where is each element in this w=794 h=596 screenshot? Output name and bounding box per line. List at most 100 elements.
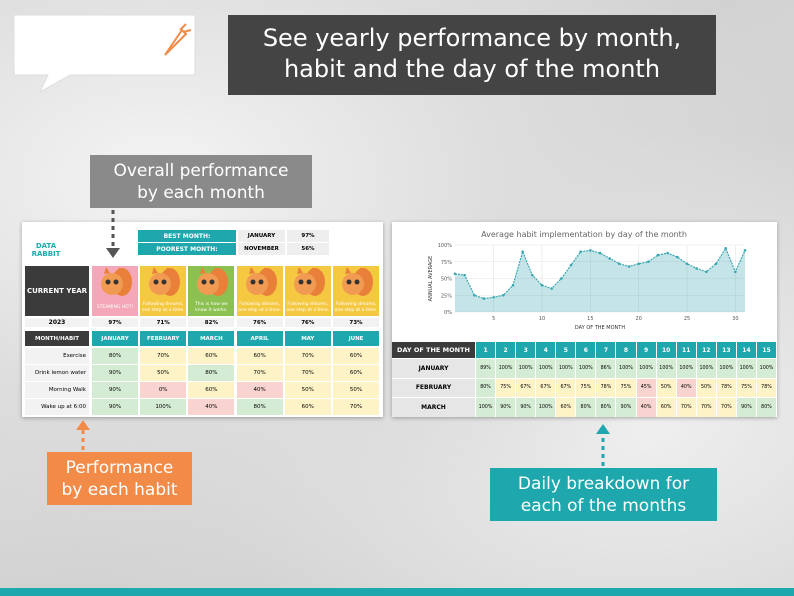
day-header: 10 [656,342,676,358]
day-header: 13 [716,342,736,358]
day-header: 9 [636,342,656,358]
table-header: MARCH [188,331,235,346]
habit-value: 90% [92,399,138,415]
habit-value: 60% [188,382,235,398]
point [627,265,631,268]
day-value: 100% [676,359,696,378]
point [550,287,553,290]
arrowhead [596,424,610,434]
day-value: 80% [576,398,596,417]
day-header: 4 [536,342,556,358]
point [511,283,515,287]
habit-value: 60% [333,365,379,381]
day-header: 3 [516,342,536,358]
day-value: 100% [576,359,596,378]
logo: DATA RABBIT [26,226,66,260]
day-value: 100% [496,359,516,378]
table-header: DAY OF THE MONTH [392,342,475,358]
point [531,273,534,277]
year-total: 97% [92,318,138,327]
callout: Daily breakdown for each of the months [490,468,717,521]
y-tick-label: 0% [444,310,452,316]
headline-box: See yearly performance by month, habit an… [228,15,716,95]
year-total: 73% [333,318,379,327]
squirrel-illustration [293,267,325,296]
logo-text: DATA [35,242,57,250]
point [695,267,698,270]
day-value: 90% [516,398,536,417]
point [608,257,611,260]
day-value: 100% [476,398,496,417]
point [560,277,563,280]
motivation-card: This is how we know it works. [188,266,235,316]
day-value: 78% [716,378,736,397]
point [502,293,505,297]
callout-line: Performance [65,457,174,478]
year: 2023 [25,318,89,327]
habit-value: 40% [188,399,235,415]
point [685,262,689,266]
point [473,293,476,297]
callout-line: Overall performance [113,160,289,181]
month-name: FEBRUARY [392,378,475,397]
day-value: 90% [496,398,516,417]
callout-line: each of the months [520,495,687,516]
callout: Performance by each habit [47,452,192,505]
point [734,270,737,274]
squirrel-illustration [197,267,229,296]
arrowhead [106,248,120,258]
day-header: 5 [556,342,576,358]
point [589,249,592,252]
habit-value: 60% [188,348,235,364]
day-value: 40% [676,378,696,397]
month-name: JANUARY [392,359,475,378]
day-value: 100% [616,359,636,378]
point [676,255,679,259]
motivation-card: Following dreams, one step at a time. [236,266,283,316]
day-value: 78% [596,378,616,397]
x-tick-label: 10 [539,316,545,322]
point [540,283,544,287]
habit-value: 50% [333,382,379,398]
day-header: 6 [576,342,596,358]
daily-sheet: Average habit implementation by day of t… [392,222,777,417]
year-total: 76% [236,318,283,327]
motivation-card: STEAMING HOT! [92,266,138,316]
summary-month: JANUARY [238,230,285,242]
y-tick-label: 75% [441,260,452,266]
day-value: 50% [696,378,716,397]
day-value: 100% [716,359,736,378]
day-value: 100% [536,398,556,417]
habit-value: 90% [92,382,138,398]
day-header: 2 [496,342,516,358]
day-header: 8 [616,342,636,358]
month-name: MARCH [392,398,475,417]
habit-name: Exercise [25,348,89,364]
yearly-sheet: DATA RABBIT BEST MONTH: JANUARY 97% POOREST M… [22,222,383,417]
summary-value: 97% [287,230,329,242]
point [656,253,660,257]
summary-label: POOREST MONTH: [138,243,236,255]
day-value: 75% [576,378,596,397]
point [637,262,640,266]
day-value: 90% [616,398,636,417]
table-header: FEBRUARY [140,331,187,346]
motivation-card: Following dreams, one step at a time. [333,266,379,316]
day-value: 100% [696,359,716,378]
point [598,251,602,255]
day-value: 100% [536,359,556,378]
card-caption: STEAMING HOT! [96,304,134,310]
point [666,251,669,255]
card-caption: Following dreams, one step at a time. [238,302,281,313]
x-axis-label: DAY OF THE MONTH [575,325,625,331]
day-value: 60% [556,398,576,417]
point [618,262,621,266]
day-header: 12 [696,342,716,358]
table-header: APRIL [236,331,283,346]
x-tick-label: 5 [492,316,495,322]
day-header: 15 [756,342,777,358]
chart-title: Average habit implementation by day of t… [481,230,687,239]
year-total: 76% [284,318,331,327]
